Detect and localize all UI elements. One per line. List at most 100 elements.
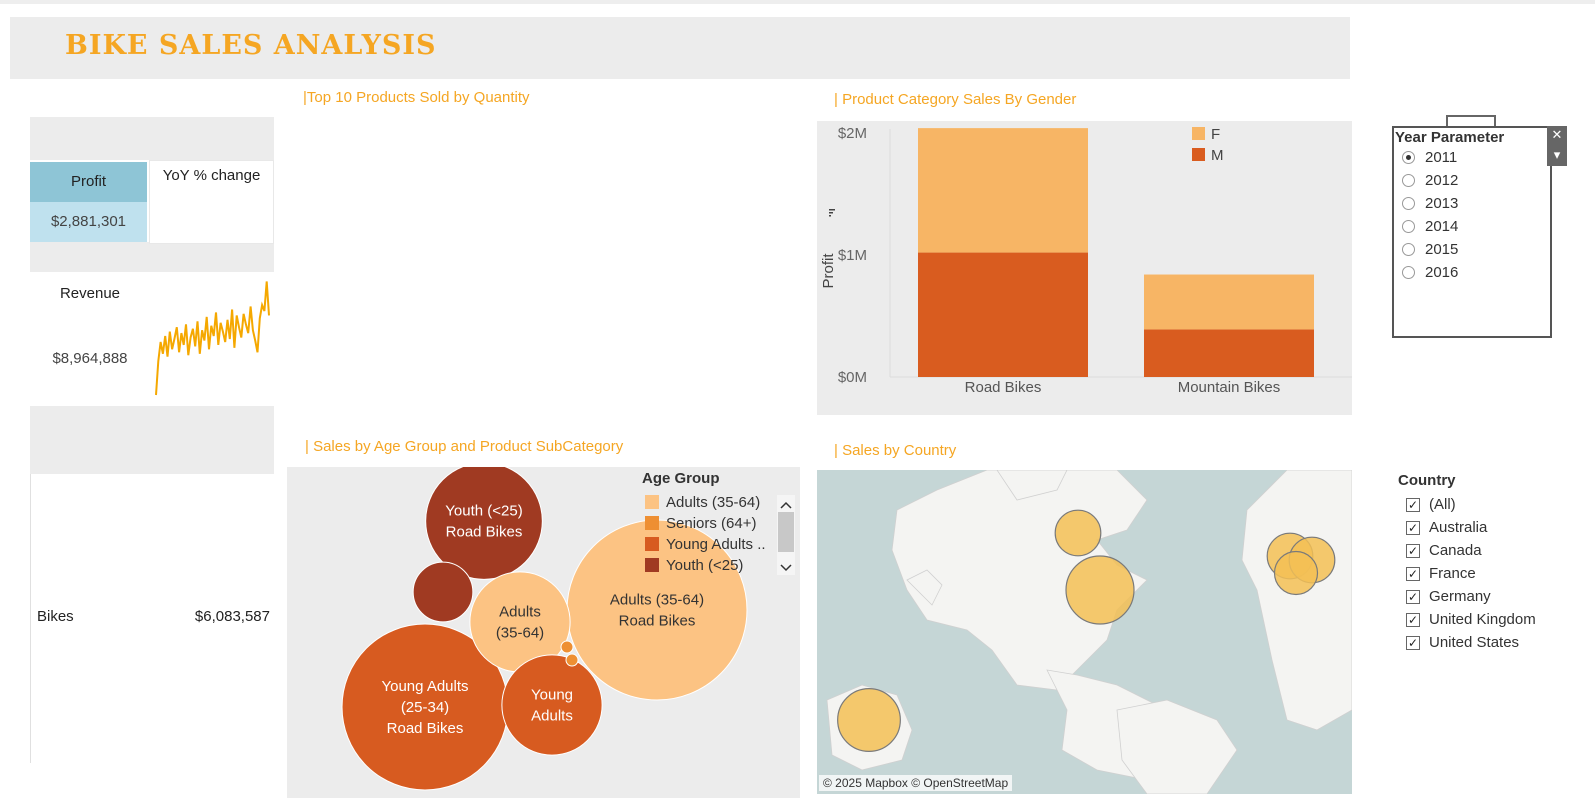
year-option-2013[interactable]: 2013 xyxy=(1394,192,1550,215)
top10-title: |Top 10 Products Sold by Quantity xyxy=(303,89,530,106)
bubble-label: Road Bikes xyxy=(446,524,523,541)
scroll-down-icon[interactable] xyxy=(780,564,792,572)
dropdown-arrow-icon[interactable]: ▾ xyxy=(1553,148,1561,163)
age-legend-title: Age Group xyxy=(642,470,720,487)
year-option-label: 2015 xyxy=(1425,241,1459,258)
country-filter-title: Country xyxy=(1398,472,1456,489)
checkbox[interactable]: ✓ xyxy=(1406,497,1420,512)
sort-icon[interactable] xyxy=(829,209,835,211)
map-bubbles xyxy=(837,509,1336,752)
revenue-label: Revenue xyxy=(59,285,121,302)
map-credit[interactable]: © 2025 Mapbox © OpenStreetMap xyxy=(819,775,1013,791)
map-basemap xyxy=(826,470,1352,794)
age-legend-label[interactable]: Youth (<25) xyxy=(666,557,743,574)
legend-swatch-m xyxy=(1192,148,1205,161)
scroll-up-icon[interactable] xyxy=(780,501,792,509)
bubble-seniors[interactable] xyxy=(560,640,574,654)
card-drag-handle[interactable] xyxy=(1446,115,1496,126)
radio-button[interactable] xyxy=(1402,266,1415,279)
map-bubble-united-states[interactable] xyxy=(1065,555,1135,625)
bubble-label: Youth (<25) xyxy=(445,503,522,520)
country-option[interactable]: ✓ (All) xyxy=(1398,493,1578,516)
y-tick-label: $1M xyxy=(838,247,867,264)
checkbox[interactable]: ✓ xyxy=(1406,520,1420,535)
country-option[interactable]: ✓ Australia xyxy=(1398,516,1578,539)
checkbox[interactable]: ✓ xyxy=(1406,612,1420,627)
checkbox[interactable]: ✓ xyxy=(1406,543,1420,558)
age-legend-label[interactable]: Young Adults .. xyxy=(666,536,766,553)
radio-button[interactable] xyxy=(1402,151,1415,164)
country-option[interactable]: ✓ Canada xyxy=(1398,539,1578,562)
year-option-2011[interactable]: 2011 xyxy=(1394,146,1550,169)
map-bubble-australia[interactable] xyxy=(837,688,901,752)
gender-chart-title: | Product Category Sales By Gender xyxy=(834,91,1077,108)
europe-africa-land xyxy=(1241,470,1352,731)
country-option-label: France xyxy=(1429,565,1476,582)
sort-icon-bar xyxy=(829,215,831,217)
map-bubble-canada[interactable] xyxy=(1054,509,1102,557)
bubble-marks: Adults (35-64) Road Bikes Young Adults (25-… xyxy=(341,467,748,791)
dashboard-title: BIKE SALES ANALYSIS xyxy=(65,30,437,61)
bar-marks xyxy=(918,128,1314,377)
bubble-label: (25-34) xyxy=(401,699,449,716)
map-bubble-france[interactable] xyxy=(1273,550,1319,596)
x-tick-label: Road Bikes xyxy=(965,379,1042,396)
year-parameter-title: Year Parameter xyxy=(1395,129,1505,146)
year-option-2014[interactable]: 2014 xyxy=(1394,215,1550,238)
year-option-2016[interactable]: 2016 xyxy=(1394,261,1550,284)
radio-button[interactable] xyxy=(1402,197,1415,210)
y-tick-label: $0M xyxy=(838,369,867,386)
bar-road-bikes-f[interactable] xyxy=(918,128,1088,253)
kpi-mid-spacer xyxy=(30,242,274,272)
bubble-youth[interactable] xyxy=(425,467,543,580)
year-parameter-card: Year Parameter 2011 2012 2013 2014 2015 2016 xyxy=(1392,126,1552,338)
legend-scroll-thumb[interactable] xyxy=(778,512,794,552)
revenue-sparkline xyxy=(155,281,270,396)
radio-button[interactable] xyxy=(1402,220,1415,233)
bar-mountain-bikes-f[interactable] xyxy=(1144,274,1314,330)
checkbox[interactable]: ✓ xyxy=(1406,589,1420,604)
profit-label: Profit xyxy=(30,162,147,202)
age-bubble-chart: Adults (35-64) Road Bikes Young Adults (25-… xyxy=(341,467,795,791)
bubble-young_adults[interactable] xyxy=(501,654,603,756)
legend-label-f: F xyxy=(1211,126,1220,143)
country-options: ✓ (All) ✓ Australia ✓ Canada ✓ France ✓ Germany ✓ U… xyxy=(1398,493,1578,654)
close-icon[interactable]: ✕ xyxy=(1551,128,1563,143)
kpi-lower-spacer xyxy=(30,406,274,474)
age-legend: Adults (35-64) Seniors (64+) Young Adults … xyxy=(645,494,766,574)
year-option-2015[interactable]: 2015 xyxy=(1394,238,1550,261)
checkbox[interactable]: ✓ xyxy=(1406,566,1420,581)
bubble-label: Road Bikes xyxy=(619,613,696,630)
country-option[interactable]: ✓ France xyxy=(1398,562,1578,585)
checkbox[interactable]: ✓ xyxy=(1406,635,1420,650)
bar-road-bikes-m[interactable] xyxy=(918,252,1088,377)
dashboard-header xyxy=(10,17,1350,79)
legend-label-m: M xyxy=(1211,147,1224,164)
year-option-label: 2012 xyxy=(1425,172,1459,189)
bubble-youth[interactable] xyxy=(412,561,474,623)
year-option-2012[interactable]: 2012 xyxy=(1394,169,1550,192)
sparkline-series xyxy=(155,281,270,396)
age-legend-swatch xyxy=(645,516,659,530)
country-filter: Country ✓ (All) ✓ Australia ✓ Canada ✓ France ✓ G… xyxy=(1398,472,1578,654)
country-option[interactable]: ✓ United States xyxy=(1398,631,1578,654)
country-option[interactable]: ✓ United Kingdom xyxy=(1398,608,1578,631)
radio-button[interactable] xyxy=(1402,174,1415,187)
country-option[interactable]: ✓ Germany xyxy=(1398,585,1578,608)
bubble-label: Young Adults xyxy=(381,678,468,695)
age-legend-label[interactable]: Seniors (64+) xyxy=(666,515,756,532)
y-tick-label: $2M xyxy=(838,125,867,142)
year-option-label: 2011 xyxy=(1425,149,1458,166)
bubble-label: Adults (35-64) xyxy=(610,592,704,609)
radio-button[interactable] xyxy=(1402,243,1415,256)
bar-legend: FM xyxy=(1192,126,1224,164)
year-option-label: 2013 xyxy=(1425,195,1459,212)
country-option-label: Germany xyxy=(1429,588,1491,605)
bubble-label: (35-64) xyxy=(496,625,544,642)
year-option-label: 2016 xyxy=(1425,264,1459,281)
bubble-seniors[interactable] xyxy=(565,653,579,667)
age-legend-label[interactable]: Adults (35-64) xyxy=(666,494,760,511)
bubble-label: Adults xyxy=(499,604,541,621)
bubble-label: Adults xyxy=(531,708,573,725)
bar-mountain-bikes-m[interactable] xyxy=(1144,329,1314,377)
